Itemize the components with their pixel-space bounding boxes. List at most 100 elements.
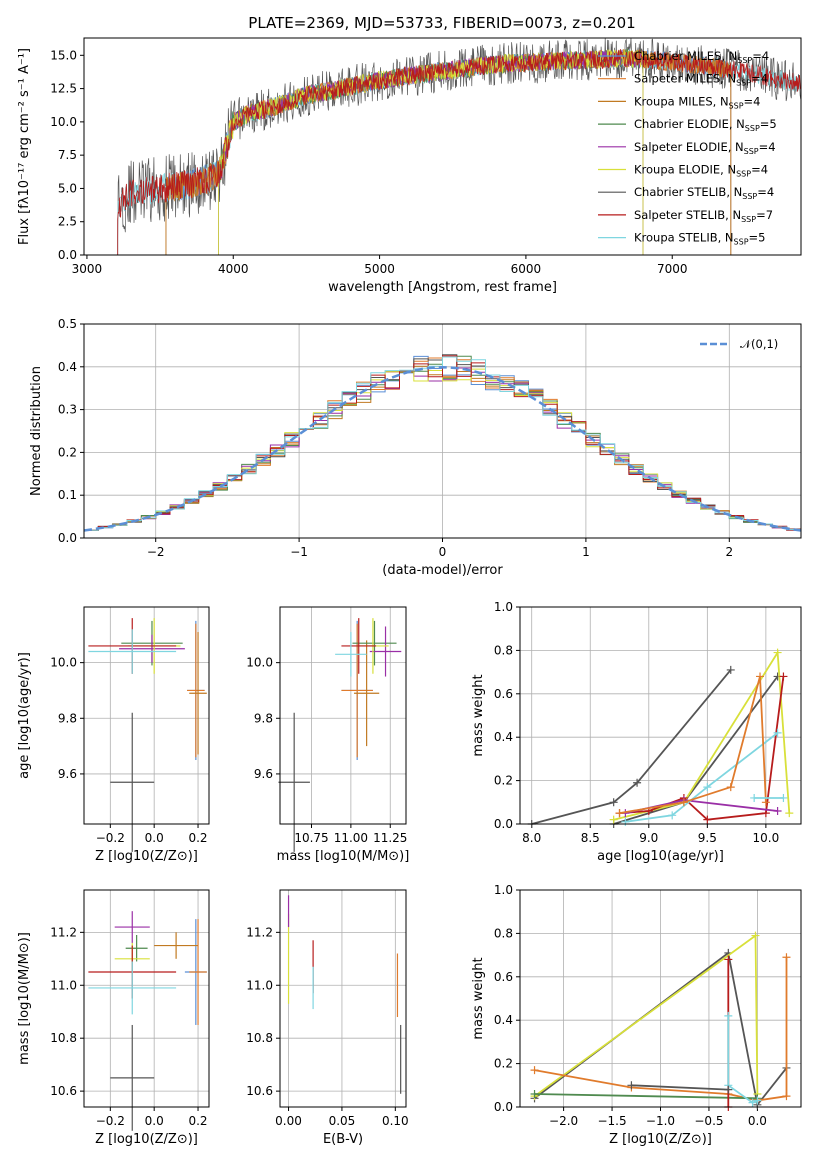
legend-entry: Kroupa ELODIE, NSSP=4 bbox=[634, 163, 768, 179]
x-axis-label: age [log10(age/yr)] bbox=[597, 849, 724, 864]
x-tick-label: 11.00 bbox=[334, 831, 368, 845]
x-tick-label: 8.0 bbox=[522, 831, 541, 845]
x-tick-label: 1 bbox=[582, 545, 590, 559]
y-tick-label: 0.4 bbox=[58, 360, 77, 374]
axes-frame bbox=[83, 323, 802, 539]
data-point bbox=[668, 811, 677, 820]
y-tick-label: 0.2 bbox=[494, 1057, 513, 1071]
data-point bbox=[609, 815, 618, 824]
x-axis-label: E(B-V) bbox=[323, 1132, 363, 1147]
y-tick-label: 10.6 bbox=[246, 1084, 273, 1098]
legend-count: =4 bbox=[751, 72, 768, 86]
legend-entry: Kroupa MILES, NSSP=4 bbox=[634, 94, 760, 110]
x-tick-label: 9.5 bbox=[698, 831, 717, 845]
y-axis-label: mass weight bbox=[471, 957, 486, 1039]
mass-weight-line bbox=[619, 676, 767, 814]
x-tick-label: 0.0 bbox=[748, 1114, 767, 1128]
legend-entry: Salpeter MILES, NSSP=4 bbox=[634, 72, 768, 88]
x-axis-label: wavelength [Angstrom, rest frame] bbox=[328, 280, 557, 295]
data-point bbox=[779, 672, 788, 681]
legend-entry: Chabrier ELODIE, NSSP=5 bbox=[634, 117, 777, 133]
data-point bbox=[761, 798, 770, 807]
x-tick-label: 0.10 bbox=[382, 1114, 409, 1128]
legend-count: =5 bbox=[760, 117, 777, 131]
data-point bbox=[782, 953, 791, 962]
legend-subscript: SSP bbox=[741, 215, 756, 224]
x-tick-label: 11.25 bbox=[373, 831, 407, 845]
x-axis-label: Z [log10(Z/Z⊙)] bbox=[95, 1132, 198, 1147]
mass-weight-line bbox=[534, 1093, 758, 1100]
x-tick-label: 7000 bbox=[657, 262, 688, 276]
data-point bbox=[627, 1081, 636, 1090]
x-axis-label: mass [log10(M/M⊙)] bbox=[277, 849, 410, 864]
axes-frame bbox=[279, 606, 407, 825]
panel-age_vs_Z bbox=[80, 607, 209, 852]
data-point bbox=[773, 728, 782, 737]
mass-weight-line bbox=[531, 669, 732, 825]
legend-entry: Salpeter STELIB, NSSP=7 bbox=[634, 208, 773, 224]
legend-subscript: SSP bbox=[736, 79, 751, 88]
legend-entry: Kroupa STELIB, NSSP=5 bbox=[634, 231, 765, 247]
data-point bbox=[751, 931, 760, 940]
y-axis-label: Normed distribution bbox=[29, 366, 44, 496]
y-tick-label: 0.2 bbox=[494, 774, 513, 788]
data-point bbox=[615, 809, 624, 818]
data-point bbox=[773, 806, 782, 815]
data-point bbox=[726, 783, 735, 792]
x-axis-label: (data-model)/error bbox=[382, 563, 503, 578]
panel-massweight_vs_Z bbox=[516, 889, 801, 1111]
y-tick-label: 5.0 bbox=[58, 181, 77, 195]
panel-spectrum bbox=[80, 38, 801, 259]
x-tick-label: −2.0 bbox=[549, 1114, 578, 1128]
legend-subscript: SSP bbox=[736, 170, 751, 179]
y-tick-label: 0.4 bbox=[494, 730, 513, 744]
mass-weight-line bbox=[727, 1015, 758, 1104]
x-tick-label: −2 bbox=[147, 545, 165, 559]
x-tick-label: −0.2 bbox=[96, 831, 125, 845]
x-tick-label: 6000 bbox=[511, 262, 542, 276]
y-tick-label: 10.0 bbox=[50, 115, 77, 129]
x-tick-label: −1 bbox=[290, 545, 308, 559]
data-point bbox=[530, 1066, 539, 1075]
x-tick-label: −0.2 bbox=[96, 1114, 125, 1128]
legend-entry: Chabrier STELIB, NSSP=4 bbox=[634, 185, 774, 201]
y-axis-label: age [log10(age/yr)] bbox=[17, 652, 32, 779]
x-tick-label: 0.0 bbox=[145, 1114, 164, 1128]
x-tick-label: −0.5 bbox=[694, 1114, 723, 1128]
y-tick-label: 11.0 bbox=[246, 978, 273, 992]
y-tick-label: 10.6 bbox=[50, 1084, 77, 1098]
y-tick-label: 10.0 bbox=[246, 656, 273, 670]
data-point bbox=[756, 672, 765, 681]
x-tick-label: 9.0 bbox=[639, 831, 658, 845]
y-tick-label: 9.8 bbox=[254, 711, 273, 725]
y-tick-label: 0.4 bbox=[494, 1013, 513, 1027]
legend-subscript: SSP bbox=[744, 147, 759, 156]
y-tick-label: 0.6 bbox=[494, 687, 513, 701]
y-tick-label: 12.5 bbox=[50, 82, 77, 96]
x-tick-label: 0.00 bbox=[275, 1114, 302, 1128]
legend-count: =4 bbox=[759, 140, 776, 154]
legend-subscript: SSP bbox=[734, 238, 749, 247]
y-tick-label: 11.0 bbox=[50, 978, 77, 992]
y-tick-label: 15.0 bbox=[50, 48, 77, 62]
x-tick-label: 0.0 bbox=[145, 831, 164, 845]
data-point bbox=[724, 1085, 733, 1094]
y-tick-label: 0.3 bbox=[58, 403, 77, 417]
y-axis-label: mass [log10(M/M⊙)] bbox=[17, 932, 32, 1065]
x-tick-label: 0 bbox=[439, 545, 447, 559]
y-tick-label: 9.6 bbox=[254, 767, 273, 781]
y-tick-label: 11.2 bbox=[50, 925, 77, 939]
y-tick-label: 0.0 bbox=[58, 248, 77, 262]
panel-mass_vs_Z bbox=[80, 890, 209, 1131]
legend-count: =7 bbox=[756, 208, 773, 222]
data-point bbox=[750, 793, 759, 802]
y-tick-label: 10.8 bbox=[50, 1031, 77, 1045]
mass-weight-line bbox=[619, 676, 785, 821]
y-tick-label: 0.8 bbox=[494, 643, 513, 657]
legend-count: =4 bbox=[752, 49, 769, 63]
y-tick-label: 9.6 bbox=[58, 767, 77, 781]
panel-residuals bbox=[80, 323, 802, 542]
x-tick-label: 2 bbox=[725, 545, 733, 559]
legend-subscript: SSP bbox=[745, 124, 760, 133]
